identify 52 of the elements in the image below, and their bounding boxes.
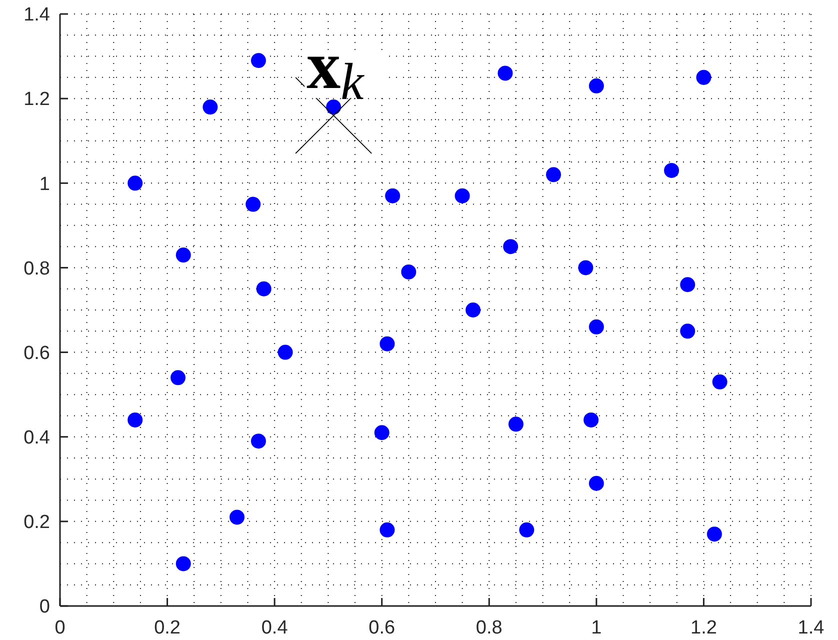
annotation: x$_{k}$: [306, 27, 365, 112]
point: [466, 302, 481, 318]
point: [176, 248, 191, 263]
point: [374, 425, 390, 440]
point: [664, 162, 680, 178]
point: [498, 66, 513, 81]
y-tick-label: 0.4: [24, 428, 50, 449]
point: [508, 416, 524, 432]
point: [170, 370, 186, 386]
point: [380, 336, 395, 352]
x-tick-label: 1.4: [798, 617, 825, 638]
point: [588, 78, 604, 94]
y-tick-label: 0.8: [24, 258, 50, 280]
point: [128, 176, 143, 191]
y-tick-label: 1.4: [24, 4, 50, 26]
x-tick-label: 0.8: [476, 617, 502, 638]
x-tick-label: 0.4: [261, 617, 288, 638]
x-tick-label: 0.6: [368, 617, 396, 638]
point: [230, 510, 245, 525]
point: [706, 526, 722, 542]
y-tick-label: 0.6: [24, 342, 50, 364]
point: [519, 522, 534, 538]
y-tick-label: 1.2: [24, 89, 50, 110]
point: [401, 264, 416, 280]
point: [454, 188, 470, 204]
point: [503, 239, 518, 254]
point: [176, 556, 191, 572]
point: [278, 344, 293, 360]
y-tick-label: 0: [39, 596, 50, 618]
point: [712, 374, 728, 390]
point: [680, 277, 696, 292]
point: [588, 476, 604, 491]
point: [578, 260, 594, 276]
point: [250, 434, 266, 449]
point: [546, 167, 562, 182]
point: [202, 100, 218, 115]
point: [588, 319, 604, 334]
point: [256, 281, 272, 296]
point: [385, 188, 400, 204]
point: [250, 53, 266, 68]
point: [680, 324, 696, 339]
y-tick-label: 0.2: [24, 512, 50, 534]
point: [696, 70, 712, 85]
x-tick-label: 0: [54, 617, 66, 638]
x-tick-label: 1: [591, 617, 602, 638]
point: [246, 196, 261, 212]
x-tick-label: 0.2: [154, 617, 180, 638]
point: [128, 412, 143, 428]
x-tick-label: 1.2: [690, 617, 717, 638]
y-tick-label: 1: [39, 174, 50, 195]
point: [380, 522, 395, 538]
point: [584, 412, 599, 428]
